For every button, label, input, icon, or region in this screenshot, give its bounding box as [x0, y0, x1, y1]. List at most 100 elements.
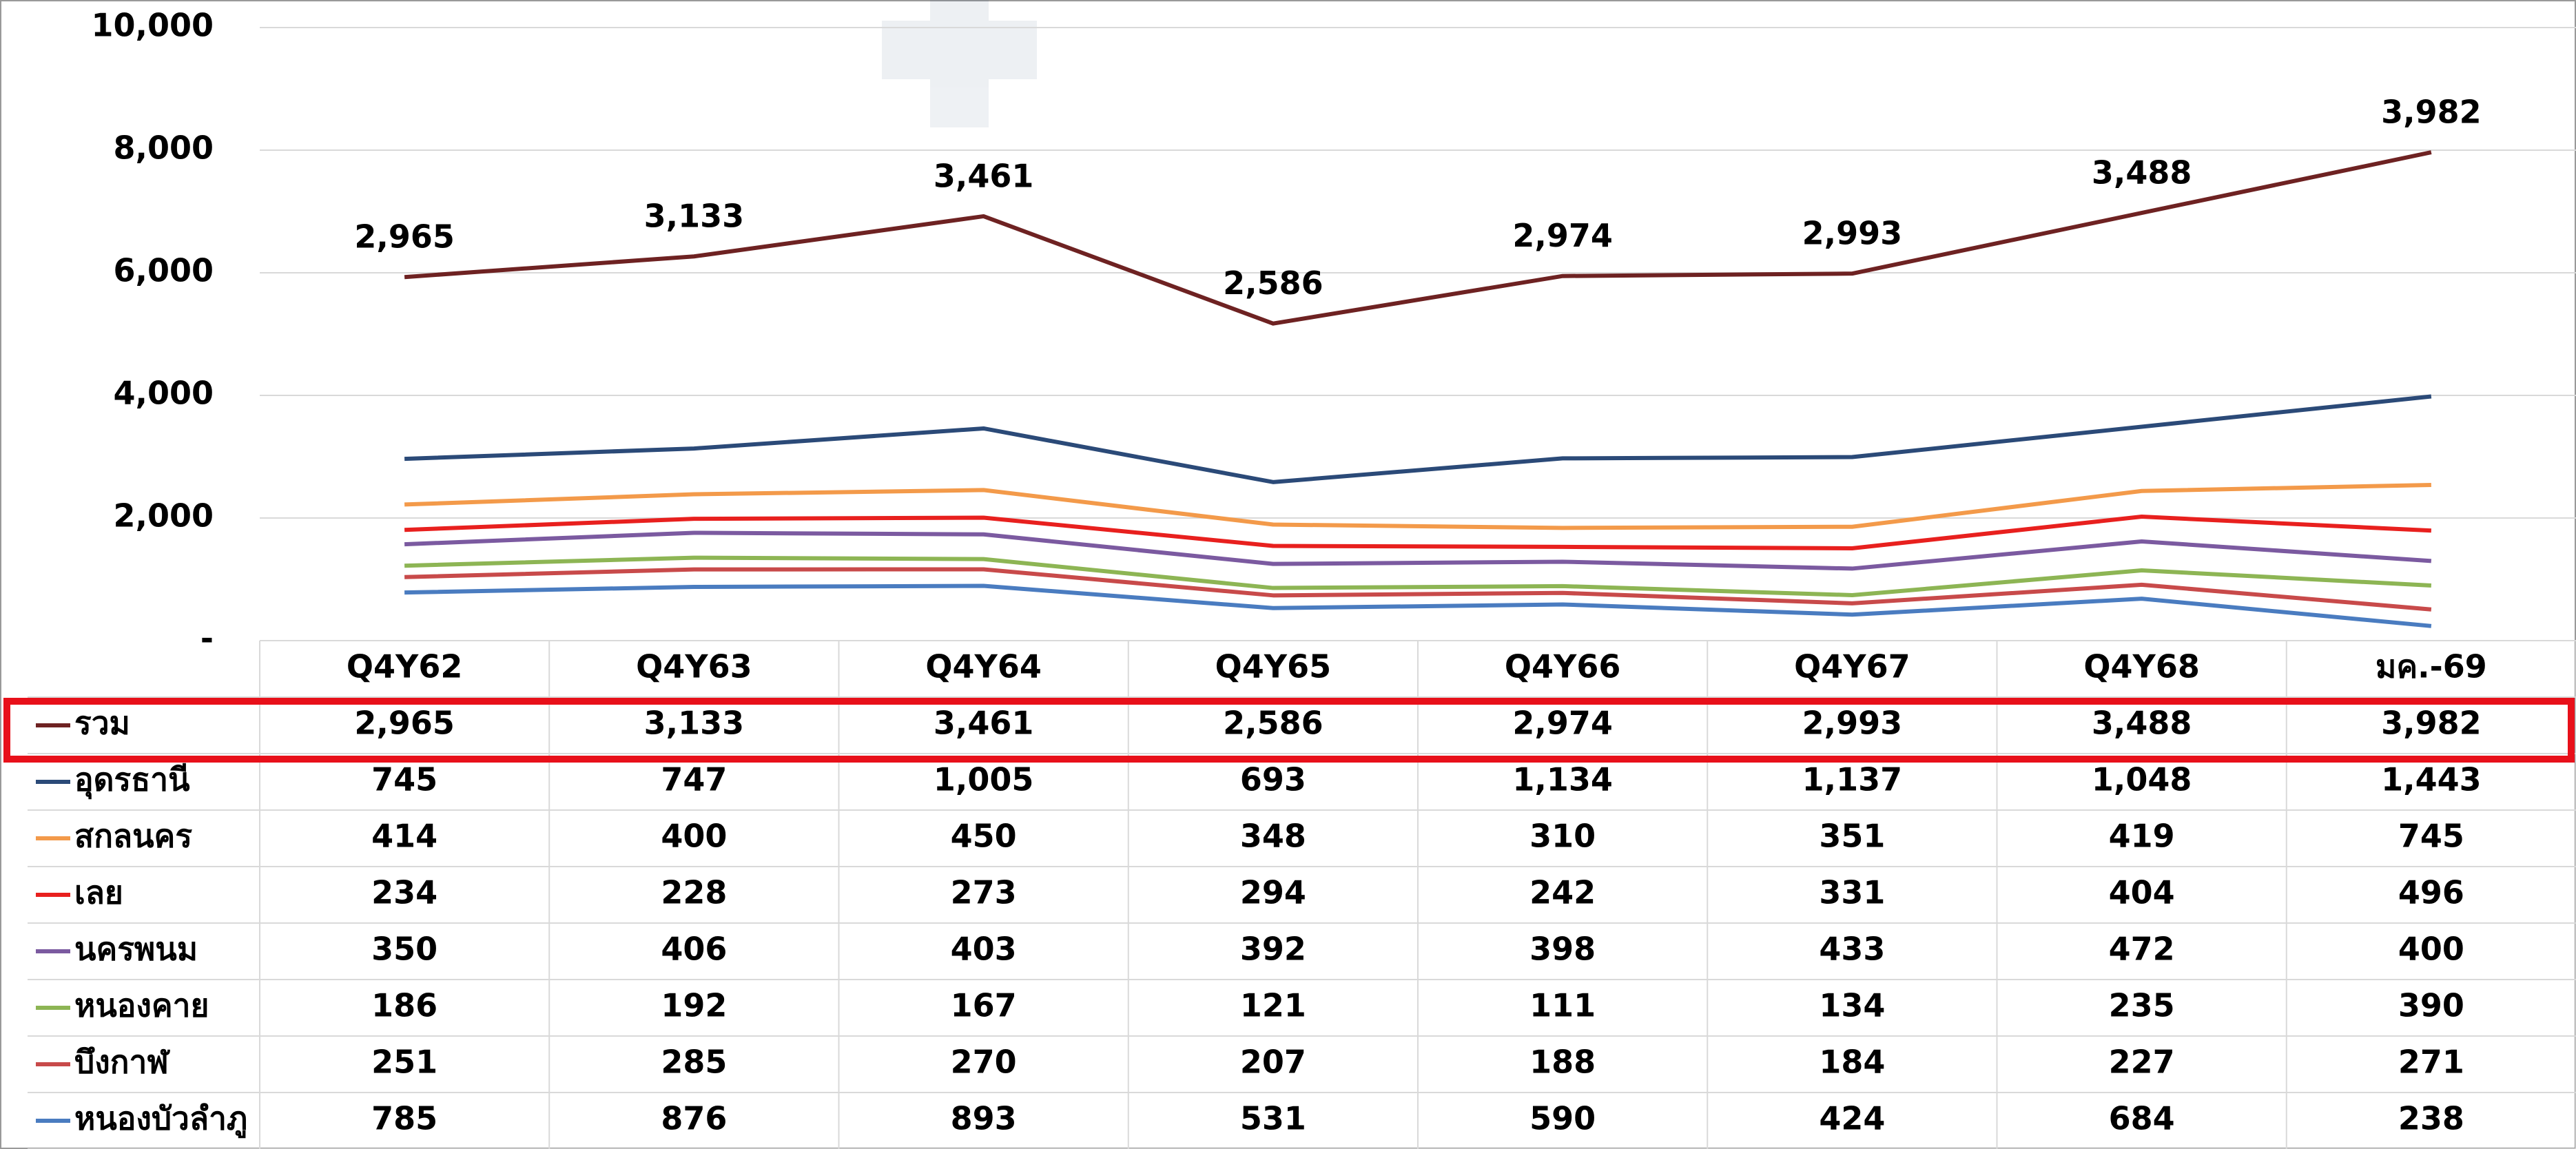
- x-tick-label: Q4Y68: [2083, 648, 2199, 685]
- table-cell: 424: [1819, 1100, 1885, 1137]
- table-cell: 285: [661, 1044, 727, 1081]
- table-cell: 876: [661, 1100, 727, 1137]
- table-cell: 745: [2398, 818, 2464, 855]
- table-cell: 167: [951, 987, 1017, 1024]
- table-cell: 745: [371, 761, 437, 798]
- table-cell: 406: [661, 931, 727, 968]
- table-cell: 111: [1529, 987, 1596, 1024]
- table-cell: 310: [1529, 818, 1596, 855]
- table-cell: 590: [1529, 1100, 1596, 1137]
- table-cell: 350: [371, 931, 437, 968]
- table-cell: 1,134: [1512, 761, 1613, 798]
- table-cell: 400: [2398, 931, 2464, 968]
- table-cell: 450: [951, 818, 1017, 855]
- table-cell: 238: [2398, 1100, 2464, 1137]
- table-cell: 188: [1529, 1044, 1596, 1081]
- legend-label: สกลนคร: [74, 818, 192, 855]
- data-label: 3,133: [644, 198, 745, 235]
- table-cell: 403: [951, 931, 1017, 968]
- legend-label: นครพนม: [74, 931, 198, 968]
- x-tick-label: Q4Y63: [636, 648, 752, 685]
- table-cell: 404: [2109, 874, 2175, 911]
- y-tick-label: 4,000: [113, 375, 214, 412]
- table-cell: 3,461: [934, 705, 1034, 742]
- table-cell: 414: [371, 818, 437, 855]
- x-tick-label: Q4Y65: [1215, 648, 1331, 685]
- series-line: [404, 530, 2432, 571]
- data-label: 3,461: [934, 157, 1034, 194]
- table-cell: 893: [951, 1100, 1017, 1137]
- table-cell: 207: [1240, 1044, 1306, 1081]
- table-cell: 693: [1240, 761, 1306, 798]
- table-cell: 2,974: [1512, 705, 1613, 742]
- table-cell: 398: [1529, 931, 1596, 968]
- table-cell: 251: [371, 1044, 437, 1081]
- table-cell: 242: [1529, 874, 1596, 911]
- y-tick-label: 2,000: [113, 497, 214, 535]
- table-cell: 192: [661, 987, 727, 1024]
- x-tick-label: Q4Y64: [925, 648, 1041, 685]
- y-tick-label: 8,000: [113, 130, 214, 167]
- table-cell: 531: [1240, 1100, 1306, 1137]
- table-cell: 3,133: [644, 705, 745, 742]
- table-cell: 3,488: [2092, 705, 2192, 742]
- table-cell: 419: [2109, 818, 2175, 855]
- legend-label: บึงกาฬ: [74, 1044, 170, 1081]
- table-cell: 785: [371, 1100, 437, 1137]
- watermark: [882, 0, 1037, 127]
- table-cell: 234: [371, 874, 437, 911]
- table-cell: 433: [1819, 931, 1885, 968]
- legend-label: หนองคาย: [74, 987, 209, 1024]
- table-cell: 186: [371, 987, 437, 1024]
- table-cell: 273: [951, 874, 1017, 911]
- highlight-box: [3, 698, 2575, 763]
- data-label: 3,982: [2381, 94, 2482, 131]
- legend-label: เลย: [74, 874, 123, 911]
- y-tick-label: 6,000: [113, 252, 214, 289]
- data-label: 2,965: [354, 218, 455, 256]
- table-cell: 684: [2109, 1100, 2175, 1137]
- series-line: [404, 567, 2432, 612]
- series-line: [404, 583, 2432, 628]
- y-tick-label: -: [200, 620, 214, 657]
- x-tick-label: Q4Y62: [347, 648, 462, 685]
- table-cell: 2,586: [1223, 705, 1323, 742]
- table-cell: 227: [2109, 1044, 2175, 1081]
- table-cell: 390: [2398, 987, 2464, 1024]
- table-cell: 184: [1819, 1044, 1885, 1081]
- data-label: 2,993: [1802, 215, 1903, 252]
- table-cell: 2,965: [354, 705, 455, 742]
- table-cell: 270: [951, 1044, 1017, 1081]
- series-line: [404, 482, 2431, 530]
- table-cell: 747: [661, 761, 727, 798]
- table-cell: 235: [2109, 987, 2175, 1024]
- legend-label: หนองบัวลำภู: [74, 1100, 247, 1139]
- table-cell: 3,982: [2381, 705, 2482, 742]
- data-label: 3,488: [2092, 154, 2192, 192]
- table-cell: 331: [1819, 874, 1885, 911]
- legend-label: รวม: [74, 705, 130, 742]
- table-cell: 271: [2398, 1044, 2464, 1081]
- table-cell: 348: [1240, 818, 1306, 855]
- table-cell: 472: [2109, 931, 2175, 968]
- table-cell: 351: [1819, 818, 1885, 855]
- table-cell: 392: [1240, 931, 1306, 968]
- x-tick-label: Q4Y67: [1794, 648, 1910, 685]
- table-cell: 228: [661, 874, 727, 911]
- series-line: [404, 515, 2432, 550]
- data-label: 2,586: [1223, 265, 1323, 302]
- table-cell: 134: [1819, 987, 1885, 1024]
- table-cell: 2,993: [1802, 705, 1903, 742]
- table-cell: 294: [1240, 874, 1306, 911]
- table-cell: 496: [2398, 874, 2464, 911]
- table-cell: 1,048: [2092, 761, 2192, 798]
- data-label: 2,974: [1512, 217, 1613, 254]
- legend-label: อุดรธานี: [74, 761, 190, 800]
- y-tick-label: 10,000: [91, 7, 214, 44]
- series-line: [404, 555, 2432, 597]
- table-cell: 1,005: [934, 761, 1034, 798]
- series-line: [404, 150, 2432, 326]
- table-cell: 1,443: [2381, 761, 2482, 798]
